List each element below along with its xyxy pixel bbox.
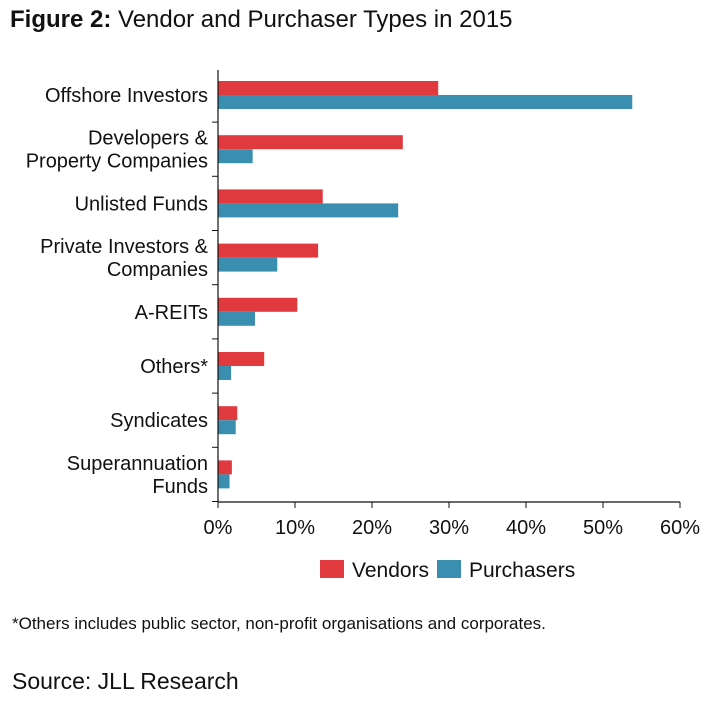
bar-vendors-4 bbox=[218, 243, 319, 258]
bar-purchasers-1 bbox=[218, 95, 633, 109]
category-label: Private Investors & bbox=[40, 236, 209, 258]
category-label: Syndicates bbox=[110, 410, 208, 432]
legend-swatch-purchasers bbox=[437, 560, 461, 578]
category-label: Unlisted Funds bbox=[75, 193, 208, 215]
bar-purchasers-2 bbox=[218, 149, 253, 164]
bar-purchasers-7 bbox=[218, 420, 236, 435]
bar-vendors-8 bbox=[218, 460, 232, 475]
legend-label-purchasers: Purchasers bbox=[469, 559, 575, 582]
x-tick-label: 10% bbox=[275, 517, 315, 539]
x-tick-label: 50% bbox=[583, 517, 623, 539]
bar-purchasers-6 bbox=[218, 366, 232, 380]
bar-purchasers-3 bbox=[218, 203, 399, 218]
x-tick-label: 0% bbox=[204, 517, 233, 539]
footnote: *Others includes public sector, non-prof… bbox=[12, 614, 546, 633]
figure-title: Figure 2: Vendor and Purchaser Types in … bbox=[10, 6, 513, 34]
legend-label-vendors: Vendors bbox=[352, 559, 429, 582]
bar-vendors-3 bbox=[218, 189, 323, 204]
category-label: Companies bbox=[107, 259, 208, 281]
category-label: Others* bbox=[140, 356, 208, 378]
figure-number: Figure 2: bbox=[10, 6, 112, 33]
category-label: Developers & bbox=[88, 128, 209, 150]
x-tick-label: 60% bbox=[660, 517, 700, 539]
bar-vendors-5 bbox=[218, 297, 298, 312]
category-label: Superannuation bbox=[67, 453, 208, 475]
x-tick-label: 20% bbox=[352, 517, 392, 539]
bar-purchasers-8 bbox=[218, 474, 230, 489]
category-label: Funds bbox=[152, 476, 208, 498]
category-label: Property Companies bbox=[26, 151, 208, 173]
legend-swatch-vendors bbox=[320, 560, 344, 578]
x-tick-label: 40% bbox=[506, 517, 546, 539]
category-label: Offshore Investors bbox=[45, 85, 208, 107]
bar-purchasers-5 bbox=[218, 311, 255, 326]
bar-vendors-7 bbox=[218, 406, 238, 421]
category-label: A-REITs bbox=[135, 302, 208, 324]
source-note: Source: JLL Research bbox=[12, 668, 239, 694]
figure-title-text: Vendor and Purchaser Types in 2015 bbox=[118, 6, 513, 33]
x-tick-label: 30% bbox=[429, 517, 469, 539]
bar-purchasers-4 bbox=[218, 257, 278, 272]
bar-chart: Offshore Investors Developers &Property C… bbox=[26, 70, 700, 582]
bar-vendors-1 bbox=[218, 81, 439, 95]
bar-vendors-2 bbox=[218, 135, 403, 150]
bar-vendors-6 bbox=[218, 352, 265, 366]
